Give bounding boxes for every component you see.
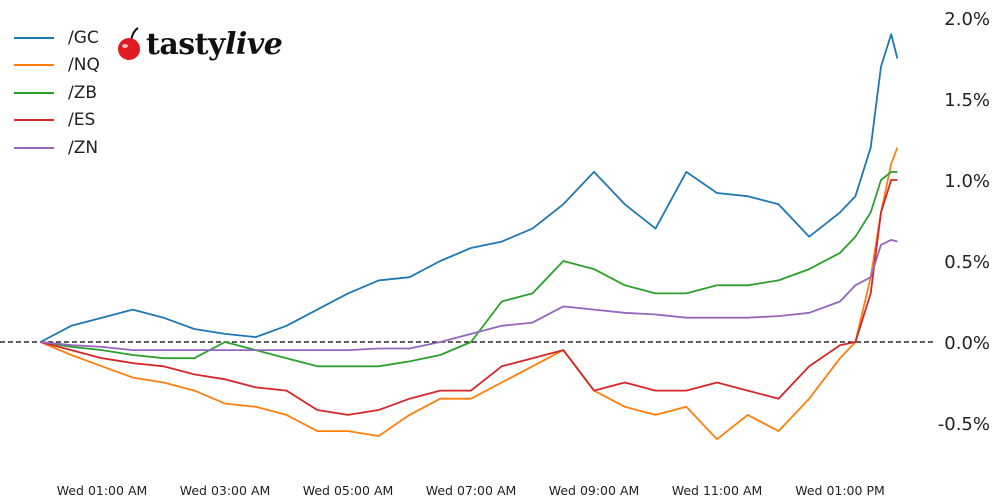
y-tick-label: 0.0% — [944, 333, 990, 354]
legend-item: /ES — [14, 107, 100, 135]
legend-item: /NQ — [14, 52, 100, 80]
x-tick-label: Wed 05:00 AM — [303, 483, 394, 498]
legend-label: /GC — [68, 27, 99, 48]
x-tick-label: Wed 11:00 AM — [672, 483, 763, 498]
legend-label: /NQ — [68, 55, 100, 76]
series-line-nq — [40, 147, 899, 441]
legend-swatch — [14, 146, 54, 149]
legend-swatch — [14, 119, 54, 122]
series-line-zn — [40, 238, 898, 352]
series-line-es — [40, 179, 898, 416]
series-line-zb — [40, 170, 898, 368]
x-tick-label: Wed 01:00 AM — [57, 483, 148, 498]
legend-item: /GC — [14, 24, 100, 52]
legend-swatch — [14, 64, 54, 67]
x-tick-label: Wed 03:00 AM — [180, 483, 271, 498]
legend-swatch — [14, 36, 54, 39]
legend-label: /ZB — [68, 82, 98, 103]
legend: /GC /NQ /ZB /ES /ZN — [14, 24, 100, 162]
legend-swatch — [14, 91, 54, 94]
legend-label: /ES — [68, 110, 96, 131]
legend-item: /ZB — [14, 79, 100, 107]
cherry-icon — [118, 27, 140, 60]
y-tick-label: 1.0% — [944, 171, 990, 192]
x-tick-label: Wed 09:00 AM — [549, 483, 640, 498]
tastylive-logo: tastylive — [116, 26, 283, 62]
y-tick-label: -0.5% — [938, 414, 990, 435]
series-line-gc — [40, 33, 899, 343]
x-tick-label: Wed 07:00 AM — [426, 483, 517, 498]
y-tick-label: 1.5% — [944, 90, 990, 111]
y-tick-label: 0.5% — [944, 252, 990, 273]
legend-item: /ZN — [14, 134, 100, 162]
logo-wordmark: tastylive — [146, 26, 283, 62]
legend-label: /ZN — [68, 137, 99, 158]
x-tick-label: Wed 01:00 PM — [795, 483, 885, 498]
y-tick-label: 2.0% — [944, 9, 990, 30]
